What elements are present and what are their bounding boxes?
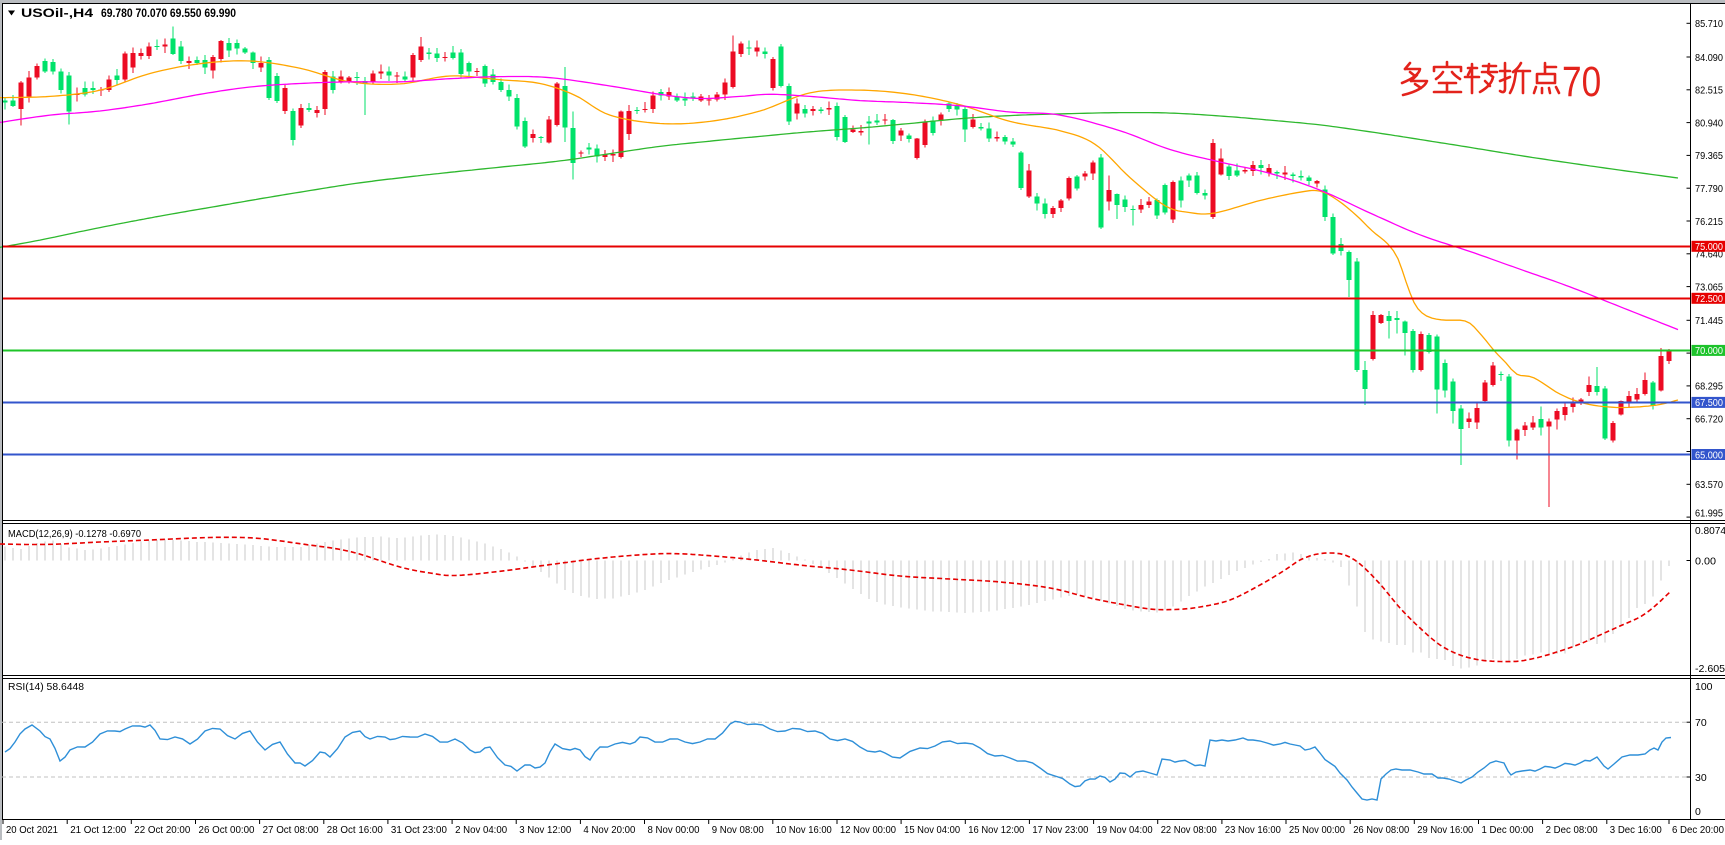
svg-text:USOil-,H4: USOil-,H4 bbox=[21, 6, 93, 20]
svg-text:22 Nov 08:00: 22 Nov 08:00 bbox=[1161, 824, 1217, 836]
svg-text:2 Nov 04:00: 2 Nov 04:00 bbox=[455, 824, 507, 836]
svg-text:69.780 70.070 69.550 69.990: 69.780 70.070 69.550 69.990 bbox=[101, 6, 236, 20]
svg-text:12 Nov 00:00: 12 Nov 00:00 bbox=[840, 824, 896, 836]
svg-text:29 Nov 16:00: 29 Nov 16:00 bbox=[1417, 824, 1473, 836]
svg-text:22 Oct 20:00: 22 Oct 20:00 bbox=[134, 824, 190, 836]
svg-text:85.710: 85.710 bbox=[1695, 18, 1723, 30]
svg-text:70: 70 bbox=[1562, 58, 1601, 106]
svg-text:72.500: 72.500 bbox=[1695, 293, 1723, 305]
svg-text:3 Dec 16:00: 3 Dec 16:00 bbox=[1610, 824, 1662, 836]
svg-text:26 Oct 00:00: 26 Oct 00:00 bbox=[199, 824, 255, 836]
svg-text:79.365: 79.365 bbox=[1695, 150, 1723, 162]
svg-text:17 Nov 23:00: 17 Nov 23:00 bbox=[1032, 824, 1088, 836]
svg-text:9 Nov 08:00: 9 Nov 08:00 bbox=[712, 824, 764, 836]
svg-text:20 Oct 2021: 20 Oct 2021 bbox=[6, 824, 58, 836]
svg-text:68.295: 68.295 bbox=[1695, 381, 1723, 393]
svg-text:73.065: 73.065 bbox=[1695, 281, 1723, 293]
svg-text:27 Oct 08:00: 27 Oct 08:00 bbox=[263, 824, 319, 836]
svg-text:26 Nov 08:00: 26 Nov 08:00 bbox=[1353, 824, 1409, 836]
svg-text:71.445: 71.445 bbox=[1695, 315, 1723, 327]
svg-text:3 Nov 12:00: 3 Nov 12:00 bbox=[519, 824, 571, 836]
svg-text:RSI(14) 58.6448: RSI(14) 58.6448 bbox=[8, 681, 84, 693]
svg-text:28 Oct 16:00: 28 Oct 16:00 bbox=[327, 824, 383, 836]
svg-text:21 Oct 12:00: 21 Oct 12:00 bbox=[70, 824, 126, 836]
svg-text:31 Oct 23:00: 31 Oct 23:00 bbox=[391, 824, 447, 836]
svg-text:65.000: 65.000 bbox=[1695, 449, 1723, 461]
svg-text:70.000: 70.000 bbox=[1695, 345, 1723, 357]
svg-text:23 Nov 16:00: 23 Nov 16:00 bbox=[1225, 824, 1281, 836]
svg-text:67.500: 67.500 bbox=[1695, 397, 1723, 409]
svg-text:1 Dec 00:00: 1 Dec 00:00 bbox=[1482, 824, 1534, 836]
svg-text:70: 70 bbox=[1695, 717, 1707, 729]
svg-text:61.995: 61.995 bbox=[1695, 507, 1723, 519]
svg-text:30: 30 bbox=[1695, 772, 1707, 784]
svg-text:80.940: 80.940 bbox=[1695, 117, 1723, 129]
svg-text:25 Nov 00:00: 25 Nov 00:00 bbox=[1289, 824, 1345, 836]
svg-text:76.215: 76.215 bbox=[1695, 216, 1723, 228]
svg-text:100: 100 bbox=[1695, 681, 1713, 693]
svg-text:8 Nov 00:00: 8 Nov 00:00 bbox=[648, 824, 700, 836]
svg-text:84.090: 84.090 bbox=[1695, 52, 1723, 64]
svg-text:63.570: 63.570 bbox=[1695, 479, 1723, 491]
svg-text:0.00: 0.00 bbox=[1695, 555, 1716, 567]
svg-text:77.790: 77.790 bbox=[1695, 183, 1723, 195]
svg-text:2 Dec 08:00: 2 Dec 08:00 bbox=[1546, 824, 1598, 836]
svg-text:19 Nov 04:00: 19 Nov 04:00 bbox=[1097, 824, 1153, 836]
svg-text:16 Nov 12:00: 16 Nov 12:00 bbox=[968, 824, 1024, 836]
svg-text:6 Dec 20:00: 6 Dec 20:00 bbox=[1672, 824, 1724, 836]
svg-text:75.000: 75.000 bbox=[1695, 241, 1723, 253]
svg-text:0.8074: 0.8074 bbox=[1695, 525, 1725, 537]
svg-text:66.720: 66.720 bbox=[1695, 414, 1723, 426]
svg-text:10 Nov 16:00: 10 Nov 16:00 bbox=[776, 824, 832, 836]
svg-text:0: 0 bbox=[1695, 806, 1701, 818]
svg-text:82.515: 82.515 bbox=[1695, 85, 1723, 97]
svg-text:15 Nov 04:00: 15 Nov 04:00 bbox=[904, 824, 960, 836]
svg-text:MACD(12,26,9) -0.1278 -0.6970: MACD(12,26,9) -0.1278 -0.6970 bbox=[8, 528, 141, 540]
svg-text:4 Nov 20:00: 4 Nov 20:00 bbox=[583, 824, 635, 836]
